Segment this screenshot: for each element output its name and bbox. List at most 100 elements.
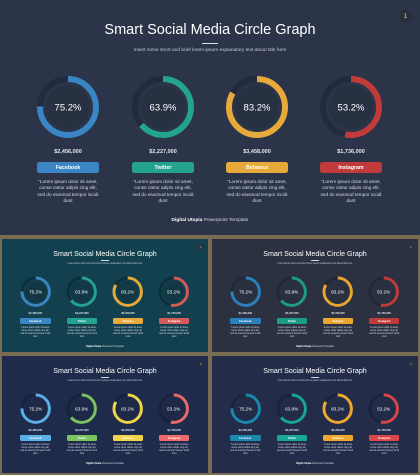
percent-value: 53.2% [168, 289, 181, 294]
metric-column-instagram: 53.2% $1,736,000 Instagram "Lorem ipsum dol… [362, 393, 406, 457]
percent-value: 63.9% [285, 289, 298, 294]
percent-value: 53.2% [338, 103, 365, 114]
slide-title: Smart Social Media Circle Graph [104, 22, 316, 38]
ring-progress-arc [230, 393, 261, 424]
progress-ring-instagram: 53.2% [158, 276, 190, 307]
platform-description: "Lorem ipsum dolor sit amet, conse ctetu… [277, 443, 307, 456]
metric-column-behance: 83.2% $3,458,000 Behance "Lorem ipsum dolor… [106, 276, 150, 340]
metric-column-facebook: 75.2% $2,456,000 Facebook "Lorem ipsum dolo… [13, 393, 57, 457]
progress-ring-instagram: 53.2% [368, 393, 400, 424]
metric-column-facebook: 75.2% $2,456,000 Facebook "Lorem ipsum dolo… [223, 276, 267, 340]
ring-inner-disc [71, 280, 93, 303]
slide-bright: 1 Smart Social Media Circle Graph Insert s… [2, 356, 208, 473]
amount-value: $2,227,000 [285, 312, 299, 316]
page-number-badge: 1 [407, 360, 415, 368]
percent-value: 63.9% [285, 406, 298, 411]
ring-inner-disc [329, 85, 373, 129]
amount-value: $3,458,000 [121, 312, 135, 316]
metric-column-twitter: 63.9% $2,227,000 Twitter "Lorem ipsum dolor… [60, 393, 104, 457]
amount-value: $2,227,000 [75, 429, 89, 433]
slide-teal: 1 Smart Social Media Circle Graph Insert s… [2, 239, 208, 352]
footer-template-name: Powerpoint Template [101, 462, 124, 465]
platform-description: "Lorem ipsum dolor sit amet, conse ctetu… [369, 443, 400, 456]
metric-column-behance: 83.2% $3,458,000 Behance "Lorem ipsum dolor… [316, 393, 360, 457]
ring-progress-arc [112, 276, 144, 307]
ring-inner-disc [373, 280, 395, 303]
ring-progress-arc [158, 393, 190, 424]
metric-column-behance: 83.2% $3,458,000 Behance "Lorem ipsum dolor… [316, 276, 360, 340]
progress-ring-behance: 83.2% [322, 276, 354, 307]
footer-brand: Digital Utopia [296, 345, 312, 348]
metric-column-instagram: 53.2% $1,736,000 Instagram "Lorem ipsum dol… [362, 276, 406, 340]
ring-inner-disc [163, 280, 185, 303]
platform-label-behance: Behance [226, 162, 288, 173]
ring-progress-arc [230, 276, 261, 307]
ring-progress-arc [66, 393, 98, 424]
percent-value: 83.2% [331, 406, 344, 411]
platform-label-twitter: Twitter [276, 318, 308, 324]
progress-ring-twitter: 63.9% [66, 276, 98, 307]
platform-description: "Lorem ipsum dolor sit amet, conse ctetu… [230, 443, 261, 456]
platform-label-behance: Behance [112, 318, 144, 324]
percent-value: 83.2% [331, 289, 344, 294]
footer-brand: Digital Utopia [171, 218, 203, 223]
platform-description: "Lorem ipsum dolor sit amet, conse ctetu… [113, 326, 143, 339]
platform-label-instagram: Instagram [158, 435, 190, 441]
progress-ring-instagram: 53.2% [320, 76, 382, 138]
platform-description: "Lorem ipsum dolor sit amet, conse ctetu… [37, 179, 99, 204]
amount-value: $1,736,000 [167, 312, 181, 316]
amount-value: $2,456,000 [28, 429, 43, 433]
ring-progress-arc [132, 76, 194, 138]
platform-label-facebook: Facebook [230, 435, 261, 441]
platform-label-twitter: Twitter [132, 162, 194, 173]
slide-subtitle: Insert some short and brief lorem ipsum … [277, 262, 353, 265]
slide-subtitle: Insert some short and brief lorem ipsum … [67, 379, 143, 382]
amount-value: $2,456,000 [28, 312, 43, 316]
metric-column-instagram: 53.2% $1,736,000 Instagram "Lorem ipsum dol… [152, 393, 196, 457]
percent-value: 75.2% [29, 289, 42, 294]
percent-value: 63.9% [75, 406, 88, 411]
footer-template-name: Powerpoint Template [101, 345, 124, 348]
footer-brand: Digital Utopia [86, 462, 102, 465]
page-number-badge: 1 [399, 10, 412, 23]
amount-value: $2,227,000 [75, 312, 89, 316]
platform-description: "Lorem ipsum dolor sit amet, conse ctetu… [230, 326, 261, 339]
ring-progress-arc [276, 276, 308, 307]
footer-template-name: Powerpoint Template [311, 462, 334, 465]
platform-label-facebook: Facebook [230, 318, 261, 324]
platform-description: "Lorem ipsum dolor sit amet, conse ctetu… [113, 443, 143, 456]
progress-ring-instagram: 53.2% [158, 393, 190, 424]
title-underline [202, 43, 218, 45]
title-underline [311, 377, 319, 379]
footer-credit: Digital Utopia Powerpoint Template [212, 346, 418, 348]
ring-inner-disc [71, 397, 93, 420]
slide-subtitle: Insert some short and brief lorem ipsum … [67, 262, 143, 265]
footer-brand: Digital Utopia [86, 345, 102, 348]
amount-value: $2,456,000 [238, 312, 253, 316]
slide-title: Smart Social Media Circle Graph [53, 366, 157, 375]
slide-title: Smart Social Media Circle Graph [263, 249, 367, 258]
percent-value: 83.2% [244, 103, 271, 114]
platform-description: "Lorem ipsum dolor sit amet, conse ctetu… [20, 326, 51, 339]
platform-description: "Lorem ipsum dolor sit amet, conse ctetu… [159, 326, 190, 339]
progress-ring-behance: 83.2% [112, 393, 144, 424]
platform-description: "Lorem ipsum dolor sit amet, conse ctetu… [226, 179, 288, 204]
ring-inner-disc [141, 85, 185, 129]
ring-inner-disc [46, 85, 90, 129]
amount-value: $3,458,000 [331, 312, 345, 316]
platform-label-instagram: Instagram [320, 162, 382, 173]
metric-column-behance: 83.2% $3,458,000 Behance "Lorem ipsum dolor… [106, 393, 150, 457]
ring-progress-arc [226, 76, 288, 138]
platform-description: "Lorem ipsum dolor sit amet, conse ctetu… [320, 179, 382, 204]
platform-label-behance: Behance [112, 435, 144, 441]
progress-ring-behance: 83.2% [112, 276, 144, 307]
footer-credit: Digital Utopia Powerpoint Template [0, 218, 420, 223]
ring-inner-disc [327, 280, 349, 303]
metric-column-twitter: 63.9% $2,227,000 Twitter "Lorem ipsum dolor… [118, 75, 208, 205]
footer-template-name: Powerpoint Template [203, 218, 249, 223]
progress-ring-behance: 83.2% [322, 393, 354, 424]
slide-main: 1 Smart Social Media Circle Graph Insert s… [0, 0, 420, 235]
metric-column-instagram: 53.2% $1,736,000 Instagram "Lorem ipsum dol… [152, 276, 196, 340]
ring-progress-arc [276, 393, 308, 424]
progress-ring-behance: 83.2% [226, 76, 288, 138]
